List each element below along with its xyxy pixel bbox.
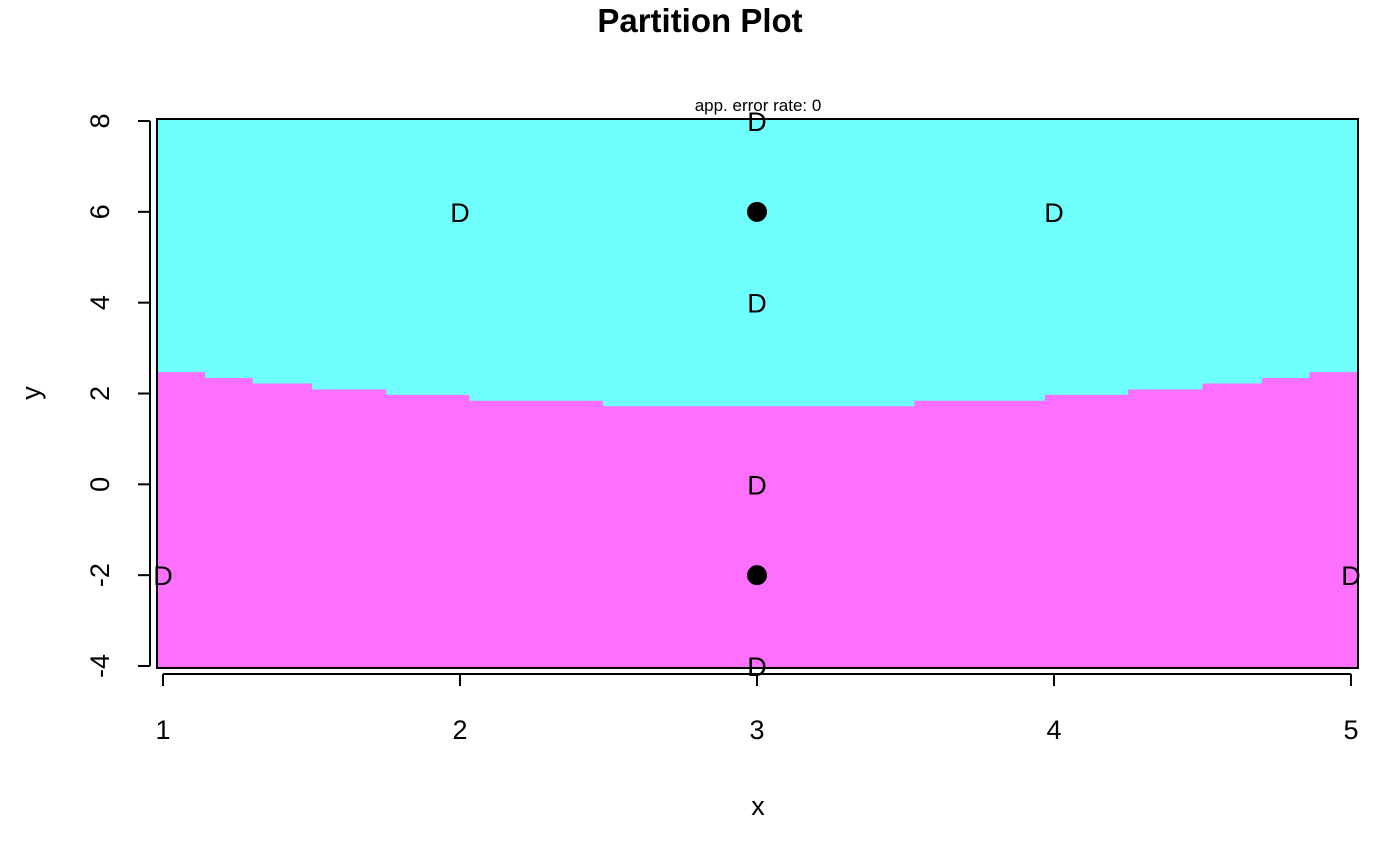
region-lower-segment bbox=[1128, 389, 1203, 668]
point-label: D bbox=[450, 198, 470, 228]
point-label: D bbox=[747, 107, 767, 137]
y-axis-label: y bbox=[16, 386, 46, 400]
region-lower-segment bbox=[1045, 394, 1129, 668]
region-lower-segment bbox=[1261, 378, 1310, 668]
partition-regions bbox=[157, 119, 1359, 668]
region-lower-segment bbox=[1202, 383, 1263, 668]
region-lower-segment bbox=[1309, 372, 1359, 668]
class-center-point bbox=[747, 201, 767, 222]
x-tick-label: 2 bbox=[452, 715, 467, 745]
region-lower-segment bbox=[311, 389, 387, 668]
point-label: D bbox=[153, 561, 173, 591]
region-lower-segment bbox=[157, 372, 206, 668]
point-label: D bbox=[1044, 198, 1064, 228]
x-tick-label: 3 bbox=[749, 715, 764, 745]
y-tick-label: 8 bbox=[85, 113, 115, 128]
chart-subtitle: app. error rate: 0 bbox=[695, 96, 822, 115]
point-label: D bbox=[1341, 561, 1361, 591]
point-label: D bbox=[747, 289, 767, 319]
x-tick-label: 1 bbox=[155, 715, 170, 745]
chart-title: Partition Plot bbox=[597, 2, 802, 39]
region-lower-segment bbox=[252, 383, 312, 668]
region-lower-segment bbox=[914, 400, 1046, 668]
x-axis: 1 2 3 4 5 bbox=[155, 673, 1359, 745]
region-lower-segment bbox=[204, 378, 253, 668]
y-tick-label: 0 bbox=[85, 477, 115, 492]
x-axis-label: x bbox=[751, 791, 765, 821]
class-center-point bbox=[747, 565, 767, 586]
plot-frame bbox=[156, 118, 1359, 669]
y-tick-label: 6 bbox=[85, 204, 115, 219]
region-lower-segment bbox=[468, 400, 604, 668]
point-label: D bbox=[747, 470, 767, 500]
region-lower-segment bbox=[385, 394, 470, 668]
y-tick-label: 2 bbox=[85, 386, 115, 401]
y-tick-label: -4 bbox=[85, 654, 115, 678]
y-tick-label: 4 bbox=[85, 295, 115, 310]
region-lower-segment bbox=[602, 406, 915, 668]
x-tick-label: 5 bbox=[1343, 715, 1358, 745]
x-tick-label: 4 bbox=[1046, 715, 1061, 745]
y-tick-label: -2 bbox=[85, 563, 115, 587]
y-axis: -4 -2 0 2 4 6 8 bbox=[85, 113, 151, 678]
